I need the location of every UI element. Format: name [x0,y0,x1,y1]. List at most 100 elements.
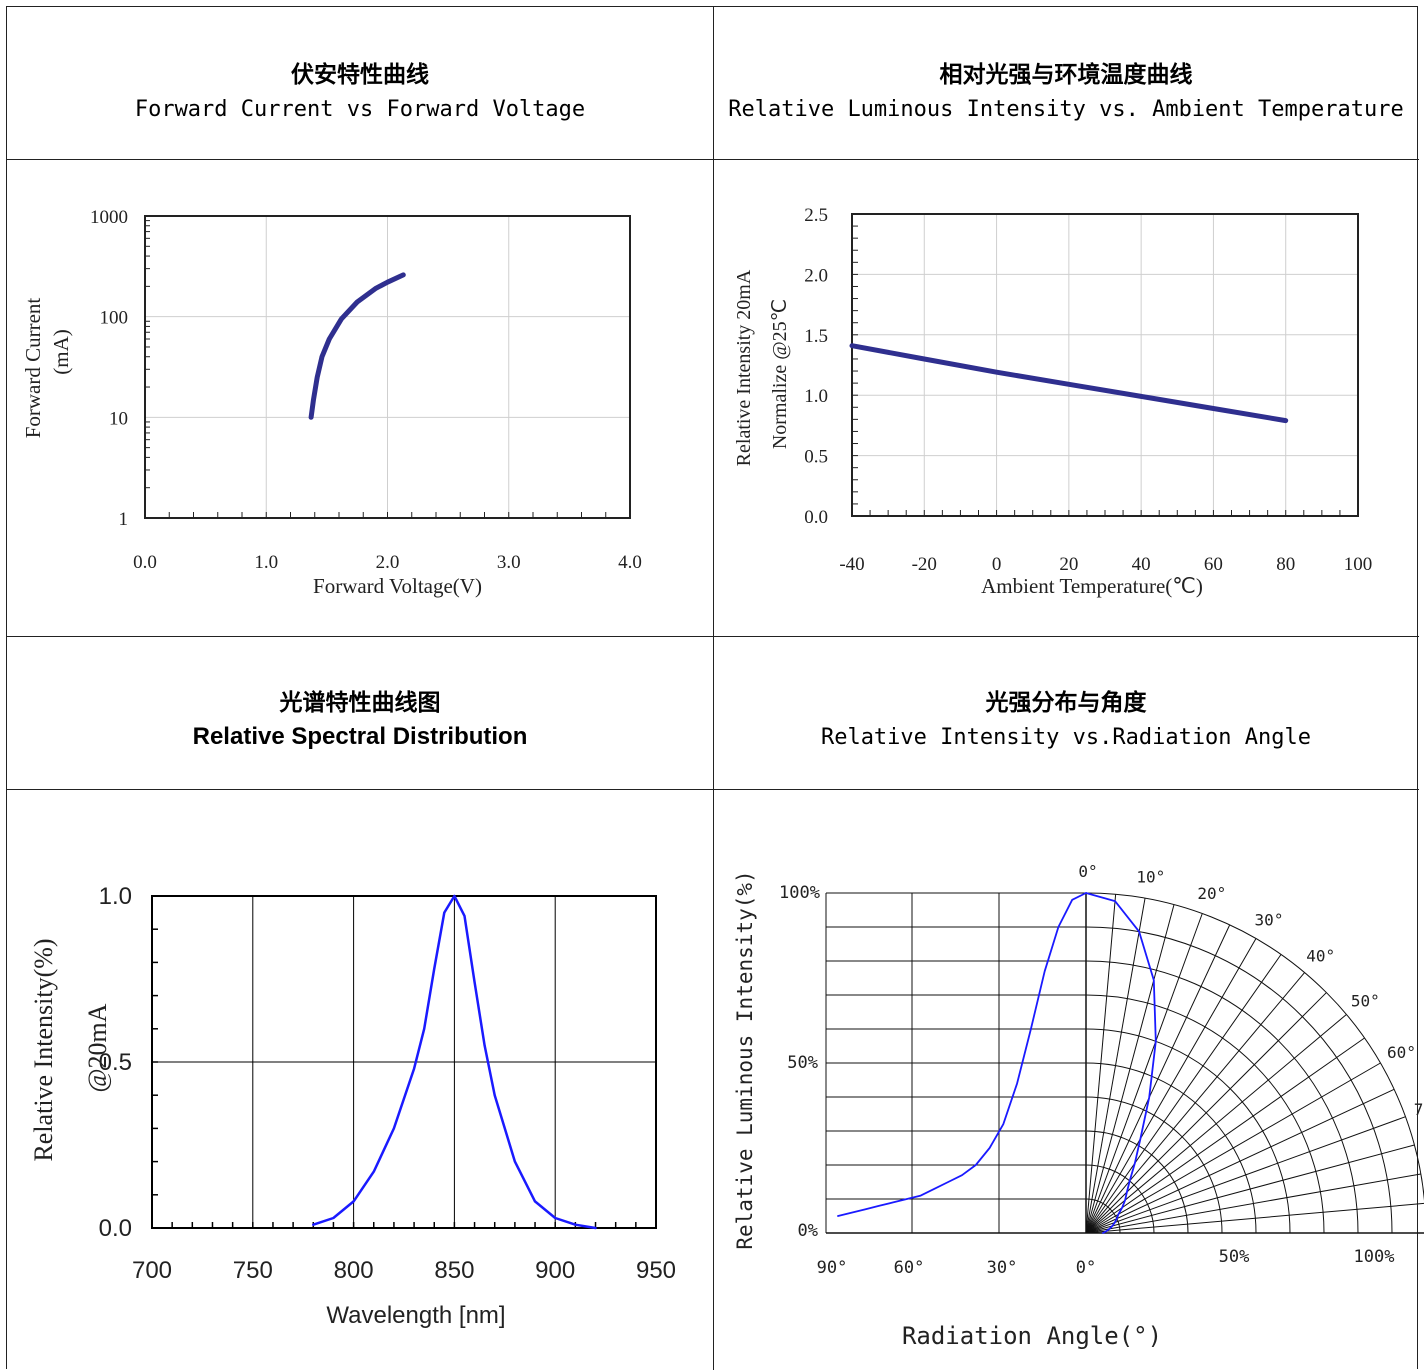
x-tick-label: -40 [839,554,864,575]
x-tick-label: 3.0 [497,552,521,573]
chart-2-title-en: Relative Luminous Intensity vs. Ambient … [728,97,1404,122]
y-tick-label: 1.0 [99,883,132,910]
row-divider [7,636,1419,637]
polar-radial [1085,938,1257,1234]
polar-radial [1085,1116,1406,1234]
plot-frame [851,213,1359,517]
y-tick-label: 50% [787,1053,818,1073]
x-axis-label: Forward Voltage(V) [313,574,482,598]
polar-radial [1085,1037,1365,1234]
x-tick-label: 0 [992,554,1002,575]
y-axis-label: Forward Current [21,298,45,439]
y-tick-label: 2.5 [804,205,828,226]
polar-radial [1085,1173,1421,1234]
polar-radial [1085,1014,1347,1234]
series-line [837,892,1087,1217]
chart-grid: 伏安特性曲线 Forward Current vs Forward Voltag… [6,6,1419,1370]
y-tick-label: 100 [100,308,129,329]
y-axis-label: Relative Intensity 20mA [733,269,755,466]
angle-tick-label: 60° [1387,1043,1416,1062]
angle-tick-label: 90° [817,1258,848,1278]
x-tick-label: 80 [1276,554,1295,575]
column-divider [713,7,714,1370]
y-tick-label: 1.0 [804,386,828,407]
angle-tick-label: 30° [1255,910,1284,929]
y-axis-label: Relative Luminous Intensity(%) [733,870,757,1249]
polar-radial [1085,1144,1415,1234]
x-tick-label: 0.0 [133,552,157,573]
x-tick-label: 4.0 [618,552,642,573]
series-line [312,894,597,1230]
y-tick-label: 10 [109,408,128,429]
x-tick-label: 950 [636,1257,676,1284]
angle-tick-label: 0° [1078,862,1097,881]
polar-series-line [1085,892,1157,1234]
x-axis-label: Wavelength [nm] [326,1302,505,1329]
row-divider [7,159,1419,160]
y-tick-label: 0% [798,1221,818,1241]
x-tick-label: 900 [535,1257,575,1284]
polar-radial [1085,1088,1395,1234]
polar-radial [1085,898,1146,1234]
angle-tick-label: 20° [1197,884,1226,903]
y-axis-label: (mA) [49,329,73,375]
polar-radial [1085,972,1305,1234]
chart-4-title-cn: 光强分布与角度 [985,690,1147,716]
y-tick-label: 1000 [90,207,128,228]
chart-1-title-en: Forward Current vs Forward Voltage [134,97,586,122]
series-line [849,343,1289,424]
radial-tick-label: 100% [1354,1247,1395,1267]
chart-4-title-en: Relative Intensity vs.Radiation Angle [820,725,1312,750]
polar-radial [1085,924,1231,1234]
y-tick-label: 0.5 [99,1049,132,1076]
polar-radial [1085,894,1117,1234]
angle-tick-label: 10° [1136,867,1165,886]
chart-3-title: 光谱特性曲线图 Relative Spectral Distribution [7,683,713,751]
y-tick-label: 100% [779,883,820,903]
y-axis-label: Normalize @25℃ [769,299,791,449]
chart-3-title-en: Relative Spectral Distribution [192,723,528,750]
polar-radial [1085,913,1203,1234]
x-tick-label: 850 [434,1257,474,1284]
x-tick-label: 20 [1059,554,1078,575]
angle-tick-label: 60° [894,1258,925,1278]
row-divider [7,789,1419,790]
x-tick-label: 750 [233,1257,273,1284]
polar-radial [1085,904,1175,1234]
x-tick-label: 800 [334,1257,374,1284]
series-line [308,272,406,420]
y-tick-label: 0.0 [99,1215,132,1242]
angle-tick-label: 0° [1076,1258,1096,1278]
angle-tick-label: 30° [987,1258,1018,1278]
y-tick-label: 1 [119,509,129,530]
y-axis-label: @20mA [83,1003,112,1092]
chart-1-title: 伏安特性曲线 Forward Current vs Forward Voltag… [7,55,713,122]
x-tick-label: 40 [1132,554,1151,575]
chart-4-title: 光强分布与角度 Relative Intensity vs.Radiation … [713,683,1419,750]
y-tick-label: 0.0 [804,507,828,528]
chart-1-title-cn: 伏安特性曲线 [291,62,429,88]
x-tick-label: 1.0 [254,552,278,573]
chart-3-title-cn: 光谱特性曲线图 [279,690,441,716]
polar-radial [1085,954,1282,1234]
chart-2-title-cn: 相对光强与环境温度曲线 [939,62,1193,88]
y-tick-label: 0.5 [804,447,828,468]
polar-radial [1085,1202,1424,1234]
x-tick-label: 60 [1204,554,1223,575]
polar-radial [1085,1062,1381,1234]
y-tick-label: 1.5 [804,326,828,347]
x-tick-label: 700 [132,1257,172,1284]
x-tick-label: -20 [912,554,937,575]
angle-tick-label: 50° [1351,991,1380,1010]
x-axis-label: Ambient Temperature(℃) [981,574,1203,598]
x-tick-label: 100 [1344,554,1373,575]
y-tick-label: 2.0 [804,265,828,286]
chart-2-title: 相对光强与环境温度曲线 Relative Luminous Intensity … [713,55,1419,122]
x-tick-label: 2.0 [376,552,400,573]
x-axis-label: Radiation Angle(°) [902,1322,1162,1350]
y-axis-label: Relative Intensity(%) [29,938,58,1161]
radial-tick-label: 50% [1219,1247,1250,1267]
angle-tick-label: 40° [1306,947,1335,966]
angle-tick-label: 70° [1414,1100,1424,1119]
